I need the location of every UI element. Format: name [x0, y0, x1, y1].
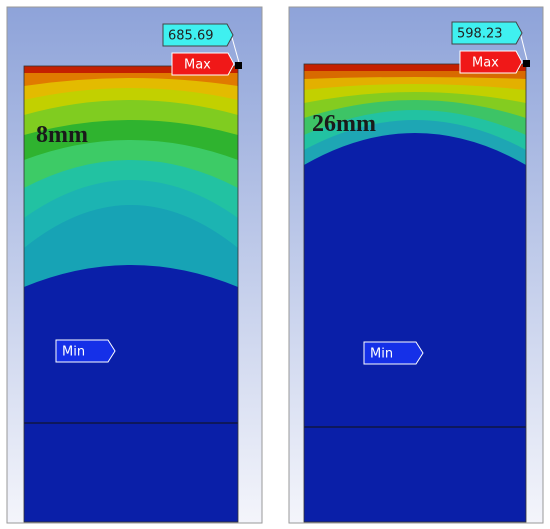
value-tag [451, 21, 523, 45]
plate-outline [303, 63, 527, 523]
plate-outline [23, 65, 239, 523]
min-tag [55, 339, 116, 363]
case-label: 8mm [36, 122, 88, 148]
panel: 8mm 685.69 Max Min [6, 6, 263, 524]
max-marker [235, 62, 242, 69]
min-label: Min [370, 347, 393, 362]
max-value: 685.69 [168, 29, 214, 44]
panel: 26mm 598.23 Max Min [288, 6, 544, 524]
max-marker [523, 60, 530, 67]
max-label: Max [472, 56, 499, 71]
max-tag [171, 52, 235, 76]
max-tag [459, 50, 523, 74]
case-label: 26mm [312, 111, 376, 137]
min-label: Min [62, 345, 85, 360]
leader [230, 33, 241, 67]
max-value: 598.23 [457, 27, 503, 42]
leader [519, 31, 529, 65]
max-label: Max [184, 58, 211, 73]
min-tag [363, 341, 424, 365]
value-tag [162, 23, 234, 47]
